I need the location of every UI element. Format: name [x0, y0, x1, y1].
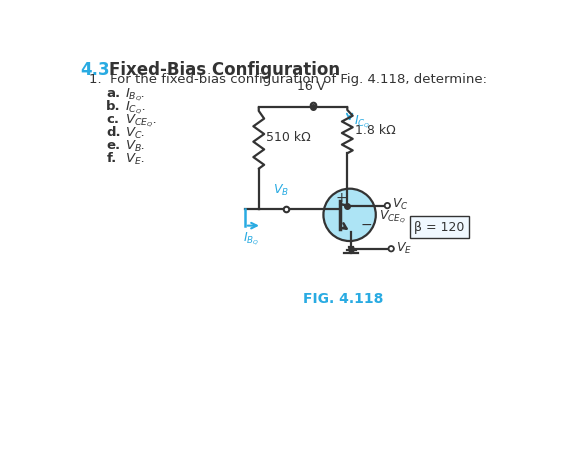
Text: $V_B$.: $V_B$.	[125, 139, 145, 154]
Text: β = 120: β = 120	[414, 221, 465, 234]
Text: $V_{CE_Q}$.: $V_{CE_Q}$.	[125, 113, 157, 129]
Text: $+$: $+$	[335, 191, 347, 205]
Text: $I_{B_Q}$: $I_{B_Q}$	[244, 230, 260, 247]
Text: $V_{CE_Q}$: $V_{CE_Q}$	[379, 208, 405, 225]
Text: 1.8 kΩ: 1.8 kΩ	[355, 124, 396, 137]
Text: $-$: $-$	[361, 217, 372, 231]
Text: FIG. 4.118: FIG. 4.118	[303, 292, 383, 306]
Text: $I_{C_Q}$: $I_{C_Q}$	[354, 113, 371, 130]
Text: $V_B$: $V_B$	[273, 183, 289, 198]
Circle shape	[324, 189, 376, 241]
Text: a.: a.	[106, 87, 121, 100]
Text: 16 V: 16 V	[297, 80, 325, 93]
Text: $I_{B_Q}$.: $I_{B_Q}$.	[125, 86, 145, 103]
Text: $I_{C_Q}$.: $I_{C_Q}$.	[125, 99, 146, 116]
Text: $V_C$: $V_C$	[392, 197, 408, 212]
Text: $V_C$.: $V_C$.	[125, 125, 145, 141]
Text: Fixed-Bias Configuration: Fixed-Bias Configuration	[110, 61, 340, 79]
Text: 4.3: 4.3	[80, 61, 110, 79]
Text: $V_E$: $V_E$	[396, 240, 412, 256]
Text: e.: e.	[106, 139, 121, 152]
Text: $V_E$.: $V_E$.	[125, 152, 144, 167]
Text: f.: f.	[106, 152, 117, 165]
Text: 510 kΩ: 510 kΩ	[266, 132, 311, 144]
Text: 1.  For the fixed-bias configuration of Fig. 4.118, determine:: 1. For the fixed-bias configuration of F…	[89, 73, 487, 86]
Text: b.: b.	[106, 100, 121, 113]
Text: c.: c.	[106, 113, 119, 126]
Text: d.: d.	[106, 126, 121, 139]
